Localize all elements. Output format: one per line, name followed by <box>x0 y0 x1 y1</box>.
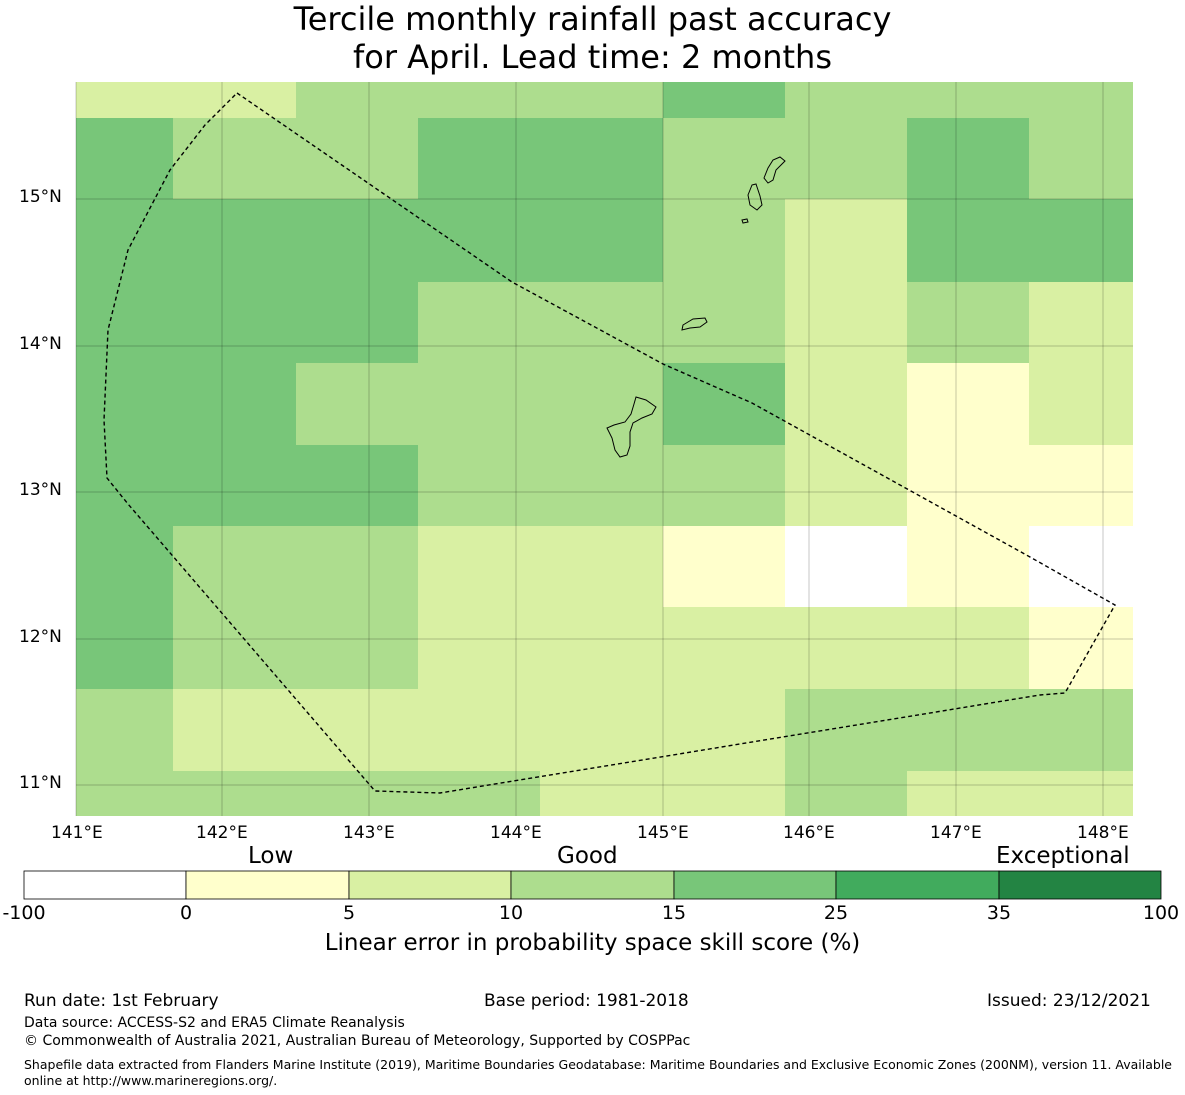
grid-cell <box>540 771 785 816</box>
grid-cell <box>785 363 907 445</box>
rota-island <box>681 317 708 331</box>
grid-cell <box>76 199 663 282</box>
lon-label: 147°E <box>930 823 982 843</box>
saipan-island <box>763 156 786 184</box>
grid-cell <box>663 118 907 199</box>
grid-cell <box>663 363 785 445</box>
guam-island <box>606 396 657 458</box>
colorbar-segment-35-100 <box>998 870 1162 900</box>
lat-label: 13°N <box>19 480 62 500</box>
grid-cell <box>785 526 907 607</box>
grid-cell <box>785 282 907 363</box>
grid-cell <box>1029 282 1133 363</box>
lon-label: 145°E <box>637 823 689 843</box>
lon-label: 146°E <box>783 823 835 843</box>
grid-cell <box>76 771 540 816</box>
aguijan-island <box>741 218 749 224</box>
grid-cell <box>418 445 785 526</box>
grid-cell <box>296 82 663 118</box>
grid-cell <box>785 771 907 816</box>
grid-cell <box>663 82 785 118</box>
grid-cell <box>418 526 663 607</box>
grid-cell <box>76 689 173 771</box>
colorbar-tick: 15 <box>661 902 687 924</box>
grid-cell <box>907 771 1133 816</box>
legend-category-low: Low <box>248 843 294 869</box>
base-period: Base period: 1981-2018 <box>484 991 689 1011</box>
grid-cell <box>785 445 907 526</box>
grid-cell <box>76 118 173 199</box>
colorbar-tick: 10 <box>498 902 524 924</box>
grid-cell <box>418 607 1029 689</box>
run-date: Run date: 1st February <box>24 991 219 1011</box>
grid-cell <box>907 282 1029 363</box>
issued-date: Issued: 23/12/2021 <box>987 991 1151 1011</box>
grid-cell <box>76 526 173 607</box>
grid-cell <box>907 526 1029 607</box>
data-source: Data source: ACCESS-S2 and ERA5 Climate … <box>24 1015 405 1031</box>
grid-cell <box>173 118 418 199</box>
grid-cell <box>173 689 785 771</box>
lon-label: 148°E <box>1077 823 1129 843</box>
lat-label: 15°N <box>19 187 62 207</box>
graticule <box>75 82 1133 816</box>
colorbar <box>23 870 1162 900</box>
grid-cell <box>76 82 296 118</box>
grid-cell <box>76 607 173 689</box>
lat-label: 11°N <box>19 773 62 793</box>
colorbar-segment-10-15 <box>510 870 675 900</box>
grid-cell <box>907 199 1133 282</box>
grid-cell <box>907 118 1029 199</box>
colorbar-title: Linear error in probability space skill … <box>324 930 861 956</box>
shapefile-credit: Shapefile data extracted from Flanders M… <box>24 1057 1172 1088</box>
grid-cell <box>785 199 907 282</box>
grid-cell <box>785 689 1133 771</box>
colorbar-tick: 100 <box>1142 902 1180 924</box>
grid-cell <box>296 363 663 445</box>
colorbar-segment-0-5 <box>185 870 350 900</box>
grid-cell <box>418 118 663 199</box>
grid-cell <box>173 526 418 607</box>
colorbar-segment-15-25 <box>673 870 837 900</box>
colorbar-segment-25-35 <box>835 870 1000 900</box>
title-line-1: Tercile monthly rainfall past accuracy <box>293 0 892 38</box>
grid-cell <box>76 445 418 526</box>
colorbar-tick: -100 <box>2 902 46 924</box>
colorbar-tick: 0 <box>179 902 193 924</box>
grid-cell <box>76 363 296 445</box>
lat-label: 14°N <box>19 334 62 354</box>
grid-cell <box>418 282 785 363</box>
islands <box>606 156 786 458</box>
lon-label: 141°E <box>51 823 103 843</box>
grid-cell <box>663 199 785 282</box>
grid-cell <box>1029 526 1133 607</box>
colorbar-tick: 25 <box>823 902 849 924</box>
grid-cell <box>173 607 418 689</box>
lat-label: 12°N <box>19 627 62 647</box>
grid-cell <box>785 82 1133 118</box>
colorbar-segment-5-10 <box>348 870 512 900</box>
grid-cell <box>907 363 1029 445</box>
copyright: © Commonwealth of Australia 2021, Austra… <box>24 1033 691 1049</box>
legend-category-exceptional: Exceptional <box>996 843 1130 869</box>
grid-cell <box>1029 118 1133 199</box>
lon-label: 144°E <box>490 823 542 843</box>
map-title: Tercile monthly rainfall past accuracy f… <box>0 0 1185 76</box>
title-line-2: for April. Lead time: 2 months <box>352 38 832 76</box>
grid-cell <box>907 445 1133 526</box>
colorbar-tick: 5 <box>342 902 356 924</box>
grid-cell <box>76 282 418 363</box>
tinian-island <box>747 183 763 211</box>
skill-grid <box>76 82 1133 816</box>
colorbar-segment-neg100-0 <box>23 870 187 900</box>
grid-cell <box>1029 607 1133 689</box>
lon-label: 143°E <box>343 823 395 843</box>
colorbar-tick: 35 <box>986 902 1012 924</box>
grid-cell <box>1029 363 1133 445</box>
legend-category-good: Good <box>557 843 618 869</box>
lon-label: 142°E <box>196 823 248 843</box>
grid-cell <box>663 526 785 607</box>
